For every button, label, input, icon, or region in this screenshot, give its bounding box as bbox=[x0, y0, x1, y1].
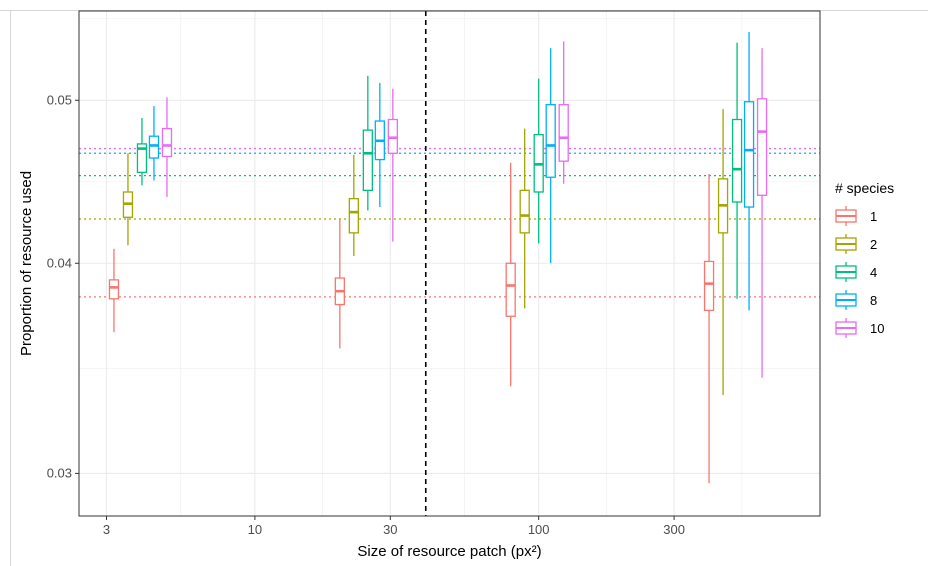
box-iqr bbox=[148, 135, 160, 159]
box-species-1-group-4 bbox=[703, 173, 715, 484]
series-species-10 bbox=[161, 41, 768, 378]
box-series bbox=[108, 31, 768, 484]
box-iqr bbox=[519, 189, 530, 234]
x-tick-label: 30 bbox=[383, 522, 397, 537]
legend-label-species-10: 10 bbox=[870, 321, 884, 336]
legend-label-species-8: 8 bbox=[870, 293, 877, 308]
box-species-8-group-3 bbox=[545, 48, 556, 264]
box-species-2-group-2 bbox=[348, 154, 359, 256]
box-species-2-group-3 bbox=[519, 128, 530, 309]
box-iqr bbox=[743, 101, 755, 208]
legend-label-species-4: 4 bbox=[870, 265, 877, 280]
box-iqr bbox=[348, 197, 359, 234]
box-iqr bbox=[545, 104, 556, 178]
box-species-2-group-4 bbox=[717, 109, 729, 395]
box-iqr bbox=[505, 262, 516, 317]
legend-item-species-4: 4 bbox=[835, 262, 877, 282]
box-iqr bbox=[387, 118, 398, 154]
box-species-8-group-2 bbox=[374, 82, 385, 208]
legend: # species 1 2 4 8 10 bbox=[835, 180, 894, 338]
box-species-10-group-2 bbox=[387, 88, 398, 242]
legend-item-species-10: 10 bbox=[835, 318, 884, 338]
y-axis-title: Proportion of resource used bbox=[18, 171, 35, 356]
box-iqr bbox=[756, 98, 768, 196]
y-tick-label: 0.05 bbox=[47, 92, 72, 107]
series-species-4 bbox=[136, 42, 743, 299]
series-species-8 bbox=[148, 31, 755, 311]
box-species-1-group-1 bbox=[108, 248, 120, 333]
y-axis: 0.03 0.04 0.05 bbox=[47, 92, 79, 480]
y-tick-label: 0.03 bbox=[47, 465, 72, 480]
box-species-1-group-2 bbox=[334, 218, 345, 349]
frame-left-edge bbox=[10, 10, 11, 566]
box-species-8-group-4 bbox=[743, 31, 755, 311]
x-tick-label: 300 bbox=[663, 522, 685, 537]
box-iqr bbox=[161, 127, 173, 158]
box-species-4-group-4 bbox=[731, 42, 743, 299]
box-species-10-group-1 bbox=[161, 97, 173, 197]
box-iqr bbox=[731, 118, 743, 203]
legend-item-species-1: 1 bbox=[835, 206, 877, 226]
box-species-1-group-3 bbox=[505, 162, 516, 387]
box-species-4-group-1 bbox=[136, 118, 148, 186]
x-axis-title: Size of resource patch (px²) bbox=[357, 543, 541, 560]
legend-title: # species bbox=[835, 180, 894, 196]
series-species-1 bbox=[108, 162, 715, 484]
box-iqr bbox=[136, 143, 148, 174]
legend-item-species-8: 8 bbox=[835, 290, 877, 310]
mean-reference-lines bbox=[79, 147, 820, 298]
box-iqr bbox=[108, 279, 120, 300]
legend-label-species-1: 1 bbox=[870, 209, 877, 224]
x-tick-label: 100 bbox=[528, 522, 550, 537]
box-iqr bbox=[362, 129, 373, 191]
box-iqr bbox=[558, 104, 569, 162]
box-species-10-group-4 bbox=[756, 48, 768, 378]
y-tick-label: 0.04 bbox=[47, 255, 72, 270]
legend-items: 1 2 4 8 10 bbox=[835, 206, 884, 338]
box-species-10-group-3 bbox=[558, 41, 569, 184]
box-species-2-group-1 bbox=[122, 153, 134, 246]
x-tick-label: 10 bbox=[248, 522, 262, 537]
box-species-4-group-3 bbox=[533, 78, 544, 244]
box-iqr bbox=[703, 260, 715, 312]
x-tick-label: 3 bbox=[103, 522, 110, 537]
box-species-8-group-1 bbox=[148, 106, 160, 181]
box-species-4-group-2 bbox=[362, 75, 373, 211]
legend-label-species-2: 2 bbox=[870, 237, 877, 252]
series-species-2 bbox=[122, 109, 729, 395]
x-axis: 3 10 30 100 300 bbox=[103, 516, 685, 537]
legend-item-species-2: 2 bbox=[835, 234, 877, 254]
